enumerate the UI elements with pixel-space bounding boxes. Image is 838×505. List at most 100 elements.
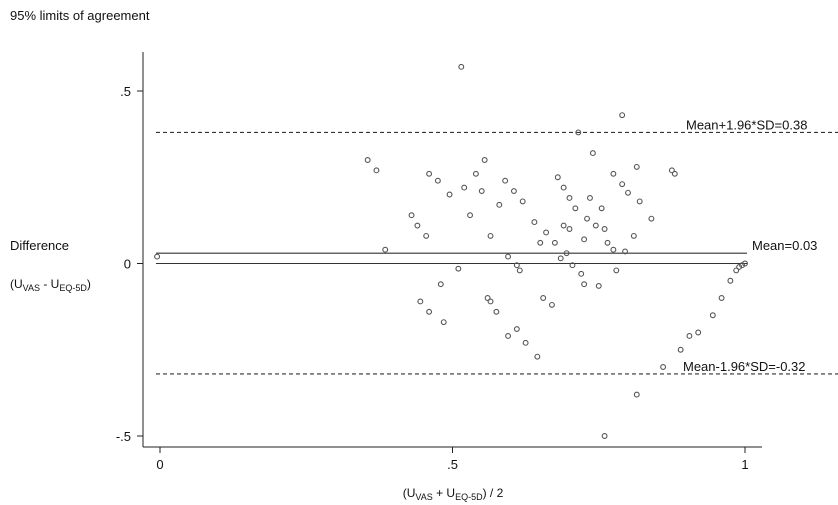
data-point: [595, 282, 602, 289]
reference-lines: Mean+1.96*SD=0.38 Mean=0.03 Mean-1.96*SD=-…: [156, 117, 838, 375]
data-point: [458, 63, 465, 70]
data-point: [455, 265, 462, 272]
data-point: [540, 295, 547, 301]
data-point: [660, 364, 667, 370]
data-point: [493, 308, 500, 315]
data-point: [633, 391, 640, 398]
data-point: [551, 239, 558, 246]
data-point: [578, 270, 585, 277]
data-point: [478, 188, 485, 195]
x-tick-label: 0: [156, 457, 163, 472]
data-point: [601, 226, 608, 232]
data-point: [531, 219, 538, 226]
data-point: [423, 232, 430, 239]
data-point: [739, 262, 746, 269]
data-point: [417, 298, 424, 305]
data-point: [742, 260, 748, 267]
reference-line-label: Mean=0.03: [752, 238, 817, 253]
axes: .5 0 -.5 0 .5 1: [116, 52, 762, 472]
data-point: [414, 222, 421, 229]
data-point: [440, 319, 447, 326]
data-point: [601, 433, 608, 439]
data-point: [718, 295, 725, 301]
x-tick-label: 1: [741, 457, 748, 472]
data-point: [534, 353, 541, 360]
reference-line-label: Mean+1.96*SD=0.38: [686, 117, 807, 132]
data-point: [584, 215, 590, 222]
data-point: [461, 184, 468, 191]
data-point: [548, 301, 555, 308]
data-point: [496, 201, 503, 208]
data-point: [484, 295, 491, 301]
data-point: [505, 253, 512, 260]
data-point: [610, 170, 617, 177]
data-point: [598, 205, 605, 212]
data-point: [502, 177, 509, 184]
data-point: [619, 112, 626, 119]
data-point: [513, 326, 520, 332]
data-point: [408, 212, 415, 219]
data-point: [592, 222, 599, 229]
data-point: [636, 198, 643, 205]
data-point: [487, 232, 494, 239]
data-point: [472, 170, 479, 177]
data-point: [516, 267, 523, 274]
data-point: [505, 333, 512, 339]
data-point: [434, 177, 441, 184]
data-point: [537, 239, 544, 246]
data-point: [671, 170, 678, 177]
data-point: [677, 346, 684, 353]
data-point: [686, 333, 693, 339]
reference-line-label: Mean-1.96*SD=-0.32: [683, 359, 806, 374]
data-point: [519, 198, 526, 205]
data-point: [630, 232, 637, 239]
data-point: [373, 167, 380, 174]
y-tick-label: 0: [124, 257, 131, 272]
data-point: [569, 262, 576, 269]
data-point: [566, 195, 573, 201]
data-point: [709, 312, 716, 319]
data-point: [581, 236, 588, 243]
data-point: [581, 281, 588, 288]
data-point: [426, 170, 433, 177]
data-point: [426, 308, 433, 315]
y-tick-label: .5: [120, 84, 131, 99]
data-point: [648, 215, 655, 222]
data-point: [622, 248, 629, 255]
y-axis-title: Difference: [10, 238, 69, 253]
chart-title: 95% limits of agreement: [10, 8, 150, 23]
data-points: [154, 63, 748, 439]
data-point: [487, 298, 494, 305]
data-point: [575, 129, 582, 136]
data-point: [572, 205, 579, 212]
data-point: [604, 239, 611, 246]
data-point: [513, 262, 520, 269]
data-point: [610, 246, 617, 253]
x-axis-title: (UVAS + UEQ-5D) / 2: [403, 486, 504, 502]
data-point: [613, 267, 620, 274]
data-point: [695, 329, 702, 336]
data-point: [510, 188, 517, 195]
data-point: [736, 264, 743, 270]
data-point: [364, 157, 371, 163]
data-point: [563, 250, 570, 257]
data-point: [727, 277, 734, 284]
data-point: [619, 181, 626, 188]
data-point: [625, 189, 631, 196]
data-point: [154, 253, 161, 260]
data-point: [560, 222, 567, 229]
data-point: [589, 150, 596, 157]
data-point: [554, 174, 561, 181]
data-point: [557, 255, 564, 262]
data-point: [446, 191, 453, 198]
data-point: [633, 163, 640, 170]
data-point: [467, 212, 473, 219]
y-tick-label: -.5: [116, 429, 131, 444]
data-point: [733, 267, 740, 274]
data-point: [668, 167, 675, 174]
data-point: [522, 339, 529, 346]
data-point: [566, 226, 573, 232]
y-axis-title-formula: (UVAS - UEQ-5D): [10, 277, 91, 293]
data-point: [437, 281, 444, 288]
